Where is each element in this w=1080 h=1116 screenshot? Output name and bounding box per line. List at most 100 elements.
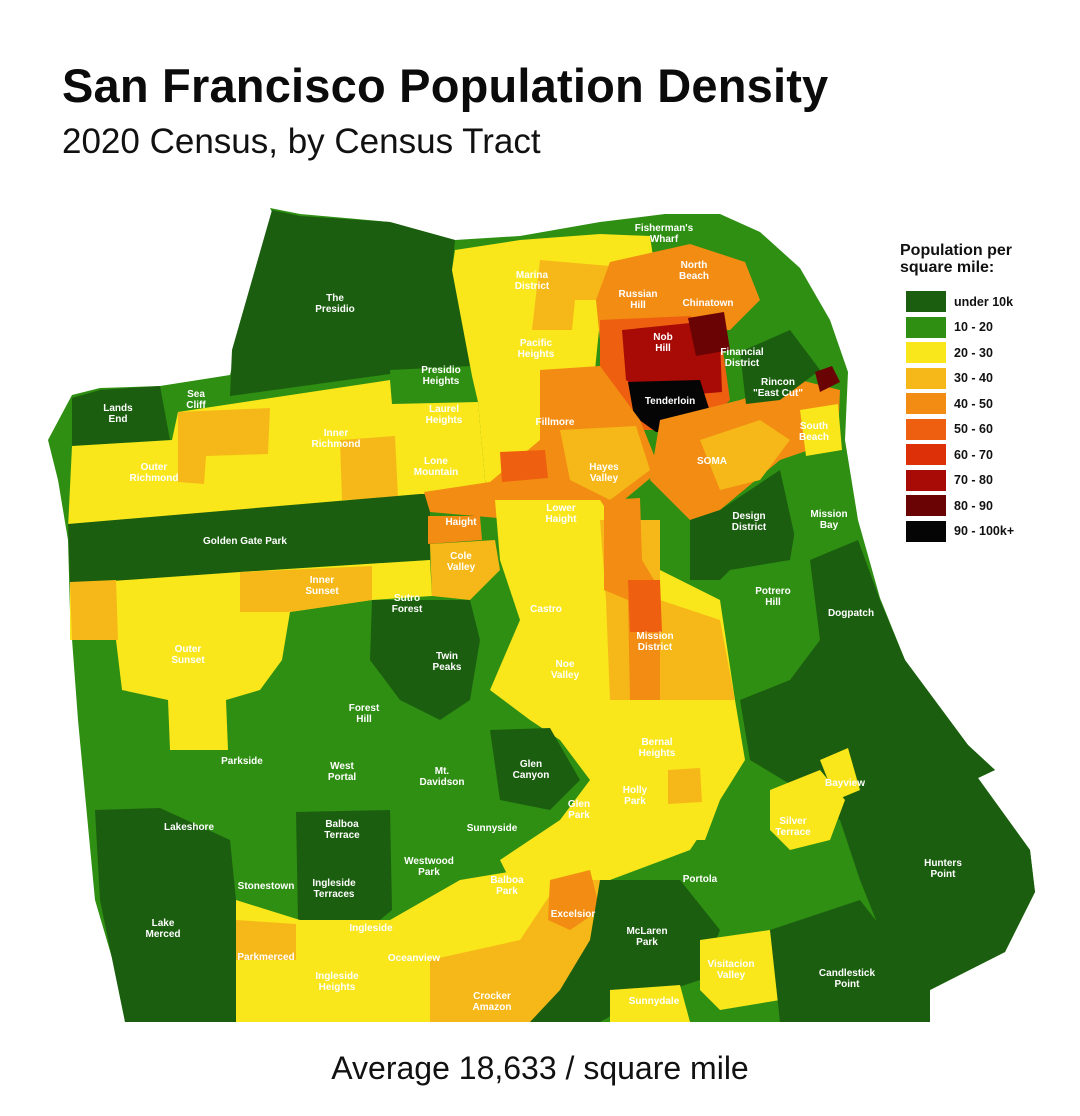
neighborhood-label: Candlestick Point — [819, 968, 876, 990]
neighborhood-label: Inner Richmond — [312, 428, 361, 450]
neighborhood-label: Sea Cliff — [186, 389, 206, 411]
tract-sunset-orange-w — [70, 580, 118, 640]
tract-sunnydale — [610, 985, 690, 1022]
neighborhood-label: Lone Mountain — [414, 456, 458, 478]
neighborhood-label: Cole Valley — [447, 551, 476, 573]
legend-label: 80 - 90 — [954, 498, 993, 513]
neighborhood-label: Fillmore — [536, 417, 575, 428]
legend-item: 30 - 40 — [900, 366, 1070, 392]
tract-bernal-orange — [668, 768, 702, 804]
neighborhood-label: Crocker Amazon — [473, 991, 512, 1013]
tract-richmond-orange-2 — [340, 436, 398, 500]
neighborhood-label: McLaren Park — [626, 926, 667, 948]
neighborhood-label: The Presidio — [315, 293, 354, 315]
neighborhood-label: Parkside — [221, 756, 263, 767]
legend-label: 30 - 40 — [954, 371, 993, 386]
legend-label: 20 - 30 — [954, 345, 993, 360]
neighborhood-label: Laurel Heights — [426, 404, 463, 426]
neighborhood-label: Pacific Heights — [518, 338, 555, 360]
neighborhood-label: Presidio Heights — [421, 365, 460, 387]
neighborhood-label: Silver Terrace — [775, 816, 811, 838]
page-subtitle: 2020 Census, by Census Tract — [62, 122, 541, 161]
neighborhood-label: Bernal Heights — [639, 737, 676, 759]
tract-silver-terrace — [770, 770, 845, 850]
legend-item: 60 - 70 — [900, 442, 1070, 468]
tract-dogpatch — [740, 540, 1035, 990]
legend-swatch — [906, 520, 946, 542]
neighborhood-label: Glen Canyon — [513, 759, 550, 781]
tract-cole-valley — [430, 540, 500, 600]
neighborhood-label: Sunnyside — [467, 823, 518, 834]
tract-richmond-orange-1 — [178, 408, 270, 484]
neighborhood-label: West Portal — [328, 761, 357, 783]
legend-label: 60 - 70 — [954, 447, 993, 462]
neighborhood-label: Ingleside — [349, 923, 393, 934]
tract-sunset — [70, 560, 432, 750]
tract-mission-red — [628, 580, 662, 632]
tract-chinatown — [688, 312, 730, 356]
neighborhood-label: Outer Richmond — [130, 462, 179, 484]
neighborhood-labels: Fisherman's Wharf North Beach Marina District… — [103, 223, 962, 1013]
neighborhood-label: Bayview — [825, 778, 865, 789]
neighborhood-label: Rincon "East Cut" — [753, 377, 803, 399]
tract-presidio — [230, 210, 472, 396]
neighborhood-label: Dogpatch — [828, 608, 874, 619]
tract-rincon-dark — [815, 366, 840, 392]
legend-item: 70 - 80 — [900, 468, 1070, 494]
neighborhood-label: Lands End — [103, 403, 133, 425]
neighborhood-label: Oceanview — [388, 953, 440, 964]
legend-item: 80 - 90 — [900, 493, 1070, 519]
legend-label: under 10k — [954, 294, 1014, 309]
legend-label: 40 - 50 — [954, 396, 993, 411]
neighborhood-label: Mission District — [636, 631, 673, 653]
neighborhood-label: Inner Sunset — [305, 575, 339, 597]
tract-visitacion — [700, 930, 780, 1010]
legend: Population per square mile: under 10k 10… — [900, 242, 1070, 544]
legend-swatch — [906, 367, 946, 389]
tract-bayview-yellow — [820, 748, 860, 800]
tract-golden-gate-park — [68, 494, 430, 584]
legend-label: 70 - 80 — [954, 473, 993, 488]
neighborhood-label: Sunnydale — [629, 996, 680, 1007]
legend-item: under 10k — [900, 289, 1070, 315]
neighborhood-label: Outer Sunset — [171, 644, 205, 666]
legend-label: 10 - 20 — [954, 320, 993, 335]
tract-glen-canyon — [490, 728, 580, 810]
neighborhood-label: Marina District — [515, 270, 550, 292]
neighborhood-label: Golden Gate Park — [203, 536, 287, 547]
legend-swatch — [906, 291, 946, 313]
neighborhood-label: Castro — [530, 604, 562, 615]
legend-label: 50 - 60 — [954, 422, 993, 437]
tract-mission-bay — [780, 470, 860, 560]
legend-label: 90 - 100k+ — [954, 524, 1015, 539]
neighborhood-label: Mt. Davidson — [419, 766, 464, 788]
tract-lake-merced — [95, 808, 236, 1022]
tract-presidio-heights — [390, 366, 476, 402]
neighborhood-label: Ingleside Terraces — [312, 878, 356, 900]
tract-inner-sunset-orange — [240, 566, 372, 612]
legend-swatch — [906, 469, 946, 491]
legend-item: 20 - 30 — [900, 340, 1070, 366]
tract-parkmerced — [236, 920, 296, 960]
average-footer: Average 18,633 / square mile — [331, 1050, 749, 1086]
neighborhood-label: Visitacion Valley — [707, 959, 754, 981]
neighborhood-label: Parkmerced — [237, 952, 294, 963]
tract-haight — [428, 516, 482, 544]
tracts-layer — [48, 208, 1035, 1022]
page-title: San Francisco Population Density — [62, 59, 829, 112]
neighborhood-label: Tenderloin — [645, 396, 695, 407]
legend-swatch — [906, 495, 946, 517]
neighborhood-label: Twin Peaks — [433, 651, 462, 673]
neighborhood-label: Westwood Park — [404, 856, 454, 878]
legend-item: 50 - 60 — [900, 417, 1070, 443]
legend-swatch — [906, 393, 946, 415]
neighborhood-label: Fisherman's Wharf — [635, 223, 694, 245]
neighborhood-label: Balboa Park — [490, 875, 524, 897]
tract-south-beach — [800, 404, 842, 456]
neighborhood-label: Haight — [445, 517, 477, 528]
tract-rincon — [740, 330, 820, 404]
legend-title-line-2: square mile: — [900, 259, 995, 276]
neighborhood-label: Hayes Valley — [589, 462, 619, 484]
neighborhood-label: Hunters Point — [924, 858, 962, 880]
